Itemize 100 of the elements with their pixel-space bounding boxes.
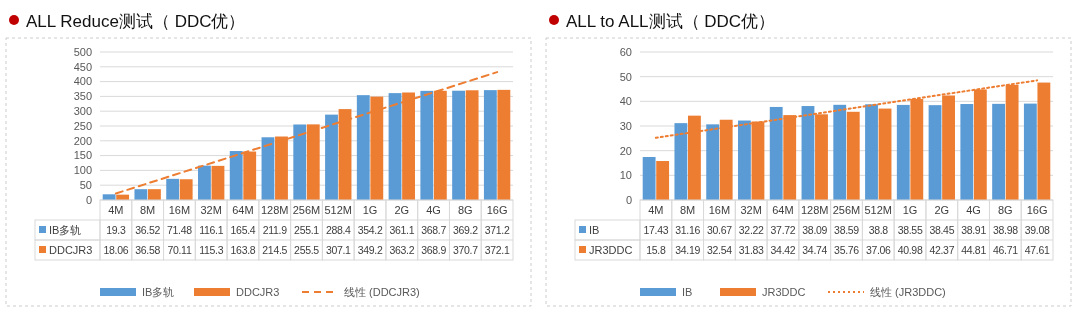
x-tick-label: 4M [108, 203, 124, 216]
x-tick-label: 128M [800, 203, 829, 216]
legend-label: DDCJR3 [49, 243, 93, 256]
legend-label: JR3DDC [589, 243, 633, 256]
y-tick-label: 200 [73, 134, 92, 147]
data-label: 71.48 [167, 223, 193, 236]
bar [388, 93, 402, 200]
data-label: 255.1 [294, 223, 320, 236]
y-tick-label: 50 [79, 179, 92, 192]
x-tick-label: 64M [772, 203, 794, 216]
data-label: 38.8 [868, 223, 889, 236]
data-label: 307.1 [325, 243, 352, 256]
bar [293, 124, 307, 200]
y-tick-label: 100 [73, 164, 92, 177]
data-label: 255.5 [294, 243, 320, 256]
y-tick-label: 300 [73, 105, 92, 118]
x-tick-label: 4G [426, 203, 441, 216]
bar [674, 123, 688, 200]
y-tick-label: 350 [73, 90, 92, 103]
x-tick-label: 8M [680, 203, 696, 216]
x-tick-label: 256M [292, 203, 321, 216]
data-label: 369.2 [452, 223, 479, 236]
y-tick-label: 0 [85, 193, 92, 206]
x-tick-label: 2G [394, 203, 410, 216]
data-label: 39.08 [1024, 223, 1050, 236]
x-tick-label: 8G [998, 203, 1013, 216]
data-label: 17.43 [643, 223, 669, 236]
x-tick-label: 4M [648, 203, 664, 216]
x-tick-label: 16M [708, 203, 731, 216]
bar [356, 95, 370, 200]
x-tick-label: 256M [832, 203, 861, 216]
data-label: 363.2 [389, 243, 415, 256]
bar [878, 108, 892, 200]
y-tick-label: 450 [73, 60, 92, 73]
data-label: 372.1 [484, 243, 510, 256]
y-tick-label: 30 [619, 119, 632, 132]
bar [211, 165, 225, 200]
x-tick-label: 2G [934, 203, 950, 216]
y-tick-label: 20 [619, 144, 632, 157]
bar [134, 189, 148, 200]
data-label: 44.81 [961, 243, 987, 256]
y-tick-label: 40 [619, 95, 632, 108]
data-label: 165.4 [230, 223, 256, 236]
y-tick-label: 0 [625, 193, 632, 206]
text: JR3DDC [762, 285, 806, 298]
data-label: 38.45 [929, 223, 955, 236]
bar [642, 157, 656, 200]
bar [179, 179, 193, 200]
data-label: 38.09 [802, 223, 828, 236]
data-label: 70.11 [167, 243, 192, 256]
bar [706, 124, 720, 200]
bar [992, 103, 1006, 200]
data-label: 349.2 [357, 243, 383, 256]
data-label: 40.98 [897, 243, 923, 256]
data-label: 38.55 [897, 223, 923, 236]
text: DDCJR3 [236, 285, 280, 298]
data-label: 288.4 [325, 223, 352, 236]
y-tick-label: 400 [73, 75, 92, 88]
bar [1037, 82, 1051, 200]
bar [846, 111, 860, 200]
data-label: 37.06 [865, 243, 892, 256]
data-label: 368.9 [421, 243, 447, 256]
legend-label: IB [589, 223, 600, 236]
x-tick-label: 512M [864, 203, 893, 216]
data-label: 42.37 [929, 243, 955, 256]
data-label: 38.59 [834, 223, 860, 236]
bar [261, 137, 275, 200]
legend-label: 线性 (DDCJR3) [344, 285, 420, 298]
x-tick-label: 4G [966, 203, 981, 216]
x-tick-label: 32M [740, 203, 762, 216]
y-tick-label: 10 [619, 169, 632, 182]
x-tick-label: 32M [200, 203, 222, 216]
x-tick-label: 1G [902, 203, 918, 216]
y-tick-label: 50 [619, 70, 632, 83]
text: IB [682, 285, 693, 298]
y-tick-label: 500 [73, 45, 92, 58]
chart-title: ALL to ALL测试（ DDC优） [566, 12, 776, 31]
data-label: 115.3 [199, 243, 224, 256]
data-label: 36.52 [135, 223, 161, 236]
data-label: 163.8 [230, 243, 256, 256]
bar [833, 104, 847, 200]
data-label: 354.2 [357, 223, 383, 236]
data-label: 47.61 [1024, 243, 1050, 256]
x-tick-label: 64M [232, 203, 254, 216]
data-label: 15.8 [646, 243, 666, 256]
legend-label: IB多轨 [49, 223, 82, 236]
data-label: 46.71 [992, 243, 1019, 256]
data-label: 35.76 [834, 243, 860, 256]
data-label: 370.7 [452, 243, 479, 256]
bar [497, 89, 511, 200]
data-label: 371.2 [484, 223, 510, 236]
bar [960, 104, 974, 200]
data-label: 32.54 [707, 243, 733, 256]
text: IB多轨 [142, 285, 175, 298]
y-tick-label: 60 [619, 45, 632, 58]
bar [1023, 103, 1037, 200]
x-tick-label: 16M [168, 203, 191, 216]
data-label: 211.9 [262, 223, 288, 236]
bar [420, 90, 434, 200]
x-tick-label: 512M [324, 203, 353, 216]
